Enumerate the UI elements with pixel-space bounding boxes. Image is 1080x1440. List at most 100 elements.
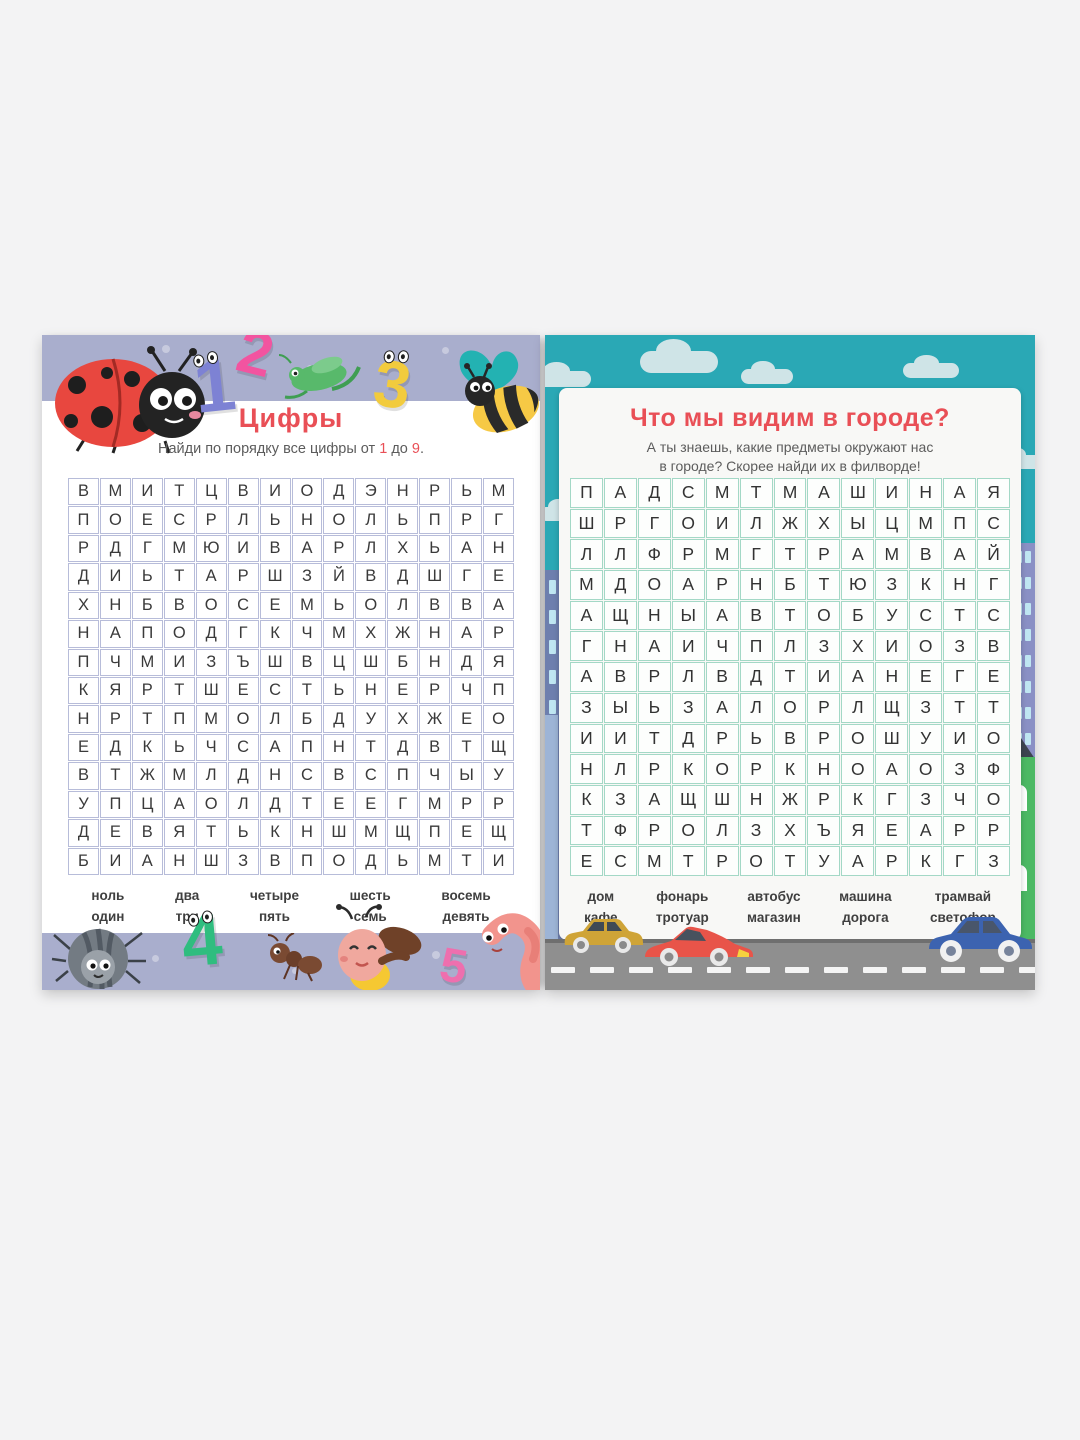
grid-cell: Н	[68, 620, 99, 648]
grid-cell: Г	[875, 784, 909, 815]
grid-cell: Т	[739, 478, 773, 508]
grid-cell: Р	[227, 563, 259, 591]
grid-cell: К	[570, 784, 603, 815]
grid-cell: Е	[355, 790, 387, 819]
grid-cell: Р	[943, 815, 977, 846]
grid-cell: М	[909, 508, 943, 539]
grid-cell: И	[603, 723, 637, 754]
grid-cell: И	[570, 723, 603, 754]
grid-cell: Ъ	[807, 815, 841, 846]
bee-illustration	[459, 350, 540, 433]
grid-cell: Е	[68, 733, 99, 762]
grid-cell: О	[773, 692, 807, 723]
grid-cell: М	[773, 478, 807, 508]
grid-cell: О	[355, 591, 387, 620]
grid-cell: Л	[603, 754, 637, 784]
right-page-subtitle: А ты знаешь, какие предметы окружают нас…	[559, 438, 1021, 476]
grid-cell: Т	[671, 846, 705, 876]
grid-cell: Д	[671, 723, 705, 754]
grid-cell: М	[875, 539, 909, 570]
grid-cell: Р	[451, 506, 483, 534]
grid-cell: Ь	[451, 478, 483, 506]
grid-cell: Ю	[195, 534, 227, 563]
cloud-icon	[545, 362, 591, 387]
grid-cell: Б	[773, 570, 807, 600]
grid-cell: Т	[570, 815, 603, 846]
grid-cell: Н	[355, 677, 387, 705]
building-window	[549, 700, 556, 714]
grid-cell: Д	[323, 705, 355, 733]
grid-cell: Ь	[387, 506, 419, 534]
grid-cell: Б	[131, 591, 163, 620]
doodle-dot	[292, 968, 298, 974]
grid-cell: У	[355, 705, 387, 733]
grid-cell: А	[570, 600, 603, 631]
building-window	[1025, 681, 1031, 693]
grid-cell: У	[483, 762, 514, 790]
search-word: тротуар	[655, 910, 709, 925]
left-page-subtitle: Найди по порядку все цифры от 1 до 9.	[42, 441, 540, 457]
grid-cell: Ф	[977, 754, 1010, 784]
grid-cell: А	[451, 620, 483, 648]
building-window	[1025, 603, 1031, 615]
grid-cell: Г	[451, 563, 483, 591]
grid-cell: Ш	[323, 819, 355, 847]
search-word: дом	[587, 889, 615, 904]
grid-cell: П	[131, 620, 163, 648]
ladybug-illustration	[55, 346, 205, 454]
grid-cell: Т	[977, 692, 1010, 723]
grid-cell: Д	[259, 790, 291, 819]
grid-cell: Ф	[603, 815, 637, 846]
grid-cell: П	[387, 762, 419, 790]
grid-cell: Т	[943, 692, 977, 723]
grid-cell: В	[291, 648, 323, 676]
grid-cell: Ь	[323, 677, 355, 705]
grid-cell: Р	[637, 662, 671, 692]
road-dash	[980, 967, 1004, 973]
grid-cell: Щ	[603, 600, 637, 631]
ant-illustration	[267, 933, 322, 982]
grid-cell: Ь	[163, 733, 195, 762]
grid-cell: Х	[355, 620, 387, 648]
grid-cell: Ж	[773, 508, 807, 539]
search-word: дорога	[842, 910, 889, 925]
worm-illustration	[482, 913, 540, 990]
search-word: ноль	[91, 888, 125, 903]
subtitle-text: Найди по порядку все цифры от	[157, 441, 380, 457]
grid-cell: Ь	[387, 847, 419, 875]
grid-cell: Ч	[705, 631, 739, 662]
grid-cell: И	[99, 563, 131, 591]
grid-cell: В	[259, 534, 291, 563]
grid-cell: М	[163, 762, 195, 790]
grid-cell: И	[259, 478, 291, 506]
grid-cell: П	[68, 506, 99, 534]
grid-cell: Р	[99, 705, 131, 733]
grid-cell: А	[291, 534, 323, 563]
grid-cell: П	[419, 506, 451, 534]
grasshopper-illustration	[278, 354, 361, 399]
grid-cell: Е	[131, 506, 163, 534]
grid-cell: Ь	[259, 506, 291, 534]
grid-cell: З	[943, 754, 977, 784]
spider-illustration	[51, 928, 146, 989]
grid-cell: Д	[68, 819, 99, 847]
grid-cell: Р	[195, 506, 227, 534]
grid-cell: В	[131, 819, 163, 847]
grid-cell: Ц	[131, 790, 163, 819]
grid-cell: Т	[355, 733, 387, 762]
grid-cell: И	[483, 847, 514, 875]
grid-cell: Е	[875, 815, 909, 846]
search-word: трамвай	[934, 889, 992, 904]
road-dash	[551, 967, 575, 973]
grid-cell: Н	[909, 478, 943, 508]
grid-cell: И	[943, 723, 977, 754]
grid-cell: И	[163, 648, 195, 676]
grid-cell: Ж	[131, 762, 163, 790]
grid-cell: Т	[99, 762, 131, 790]
grid-cell: А	[841, 539, 875, 570]
grid-cell: В	[977, 631, 1010, 662]
grid-cell: Т	[291, 677, 323, 705]
road-dash	[707, 967, 731, 973]
grid-cell: З	[570, 692, 603, 723]
